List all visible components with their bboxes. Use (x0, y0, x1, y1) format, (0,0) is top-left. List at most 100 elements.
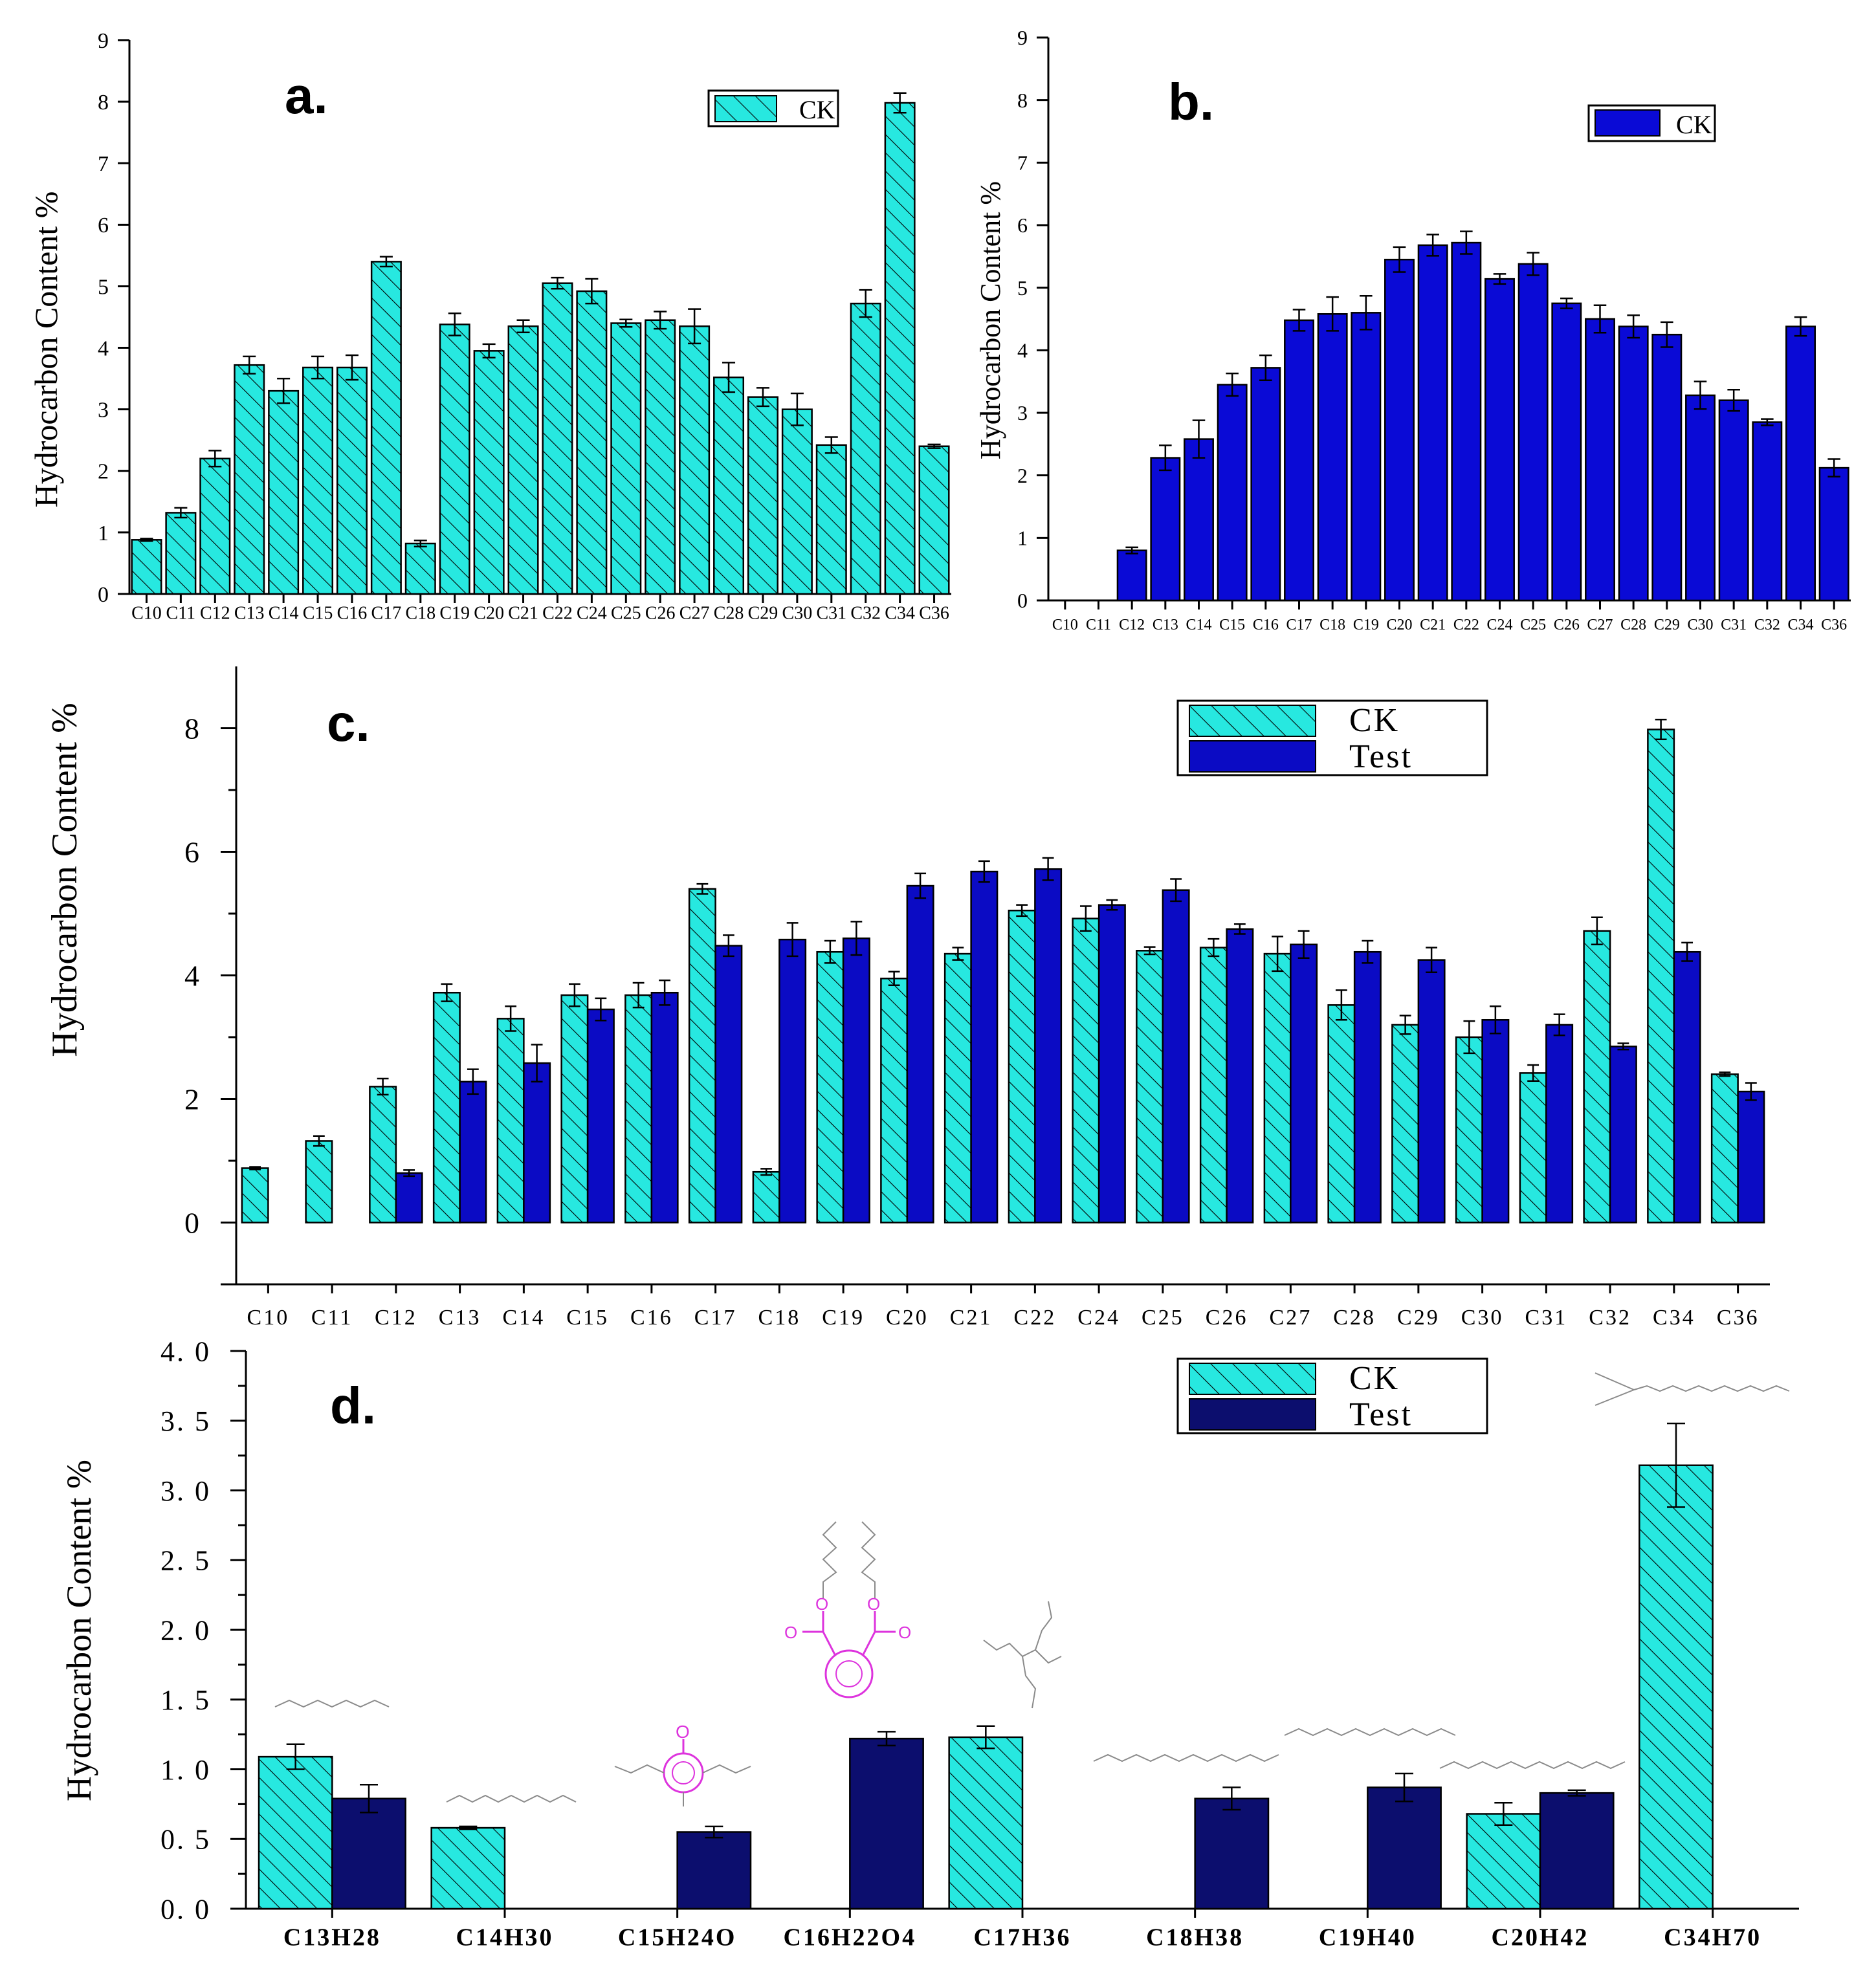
panel-a-x-tick-label: C25 (611, 603, 641, 623)
panel-a-bar-ck (268, 390, 300, 595)
panel-b-bar-ck (1517, 263, 1549, 602)
panel-a-x-tick-label: C11 (166, 603, 196, 623)
panel-c-y-tick-label: 4 (184, 960, 201, 993)
structure-c20h42 (1439, 1761, 1626, 1770)
panel-c-x-tick-label: C17 (694, 1306, 737, 1330)
panel-d-bar-ck (1466, 1813, 1541, 1910)
panel-b-x-tick-label: C15 (1219, 617, 1245, 633)
panel-a-bar-ck (473, 350, 505, 595)
panel-a-x-tick-label: C36 (919, 603, 949, 623)
panel-c-x-tick-label: C21 (950, 1306, 993, 1330)
panel-d-y-tick-label: 1. 0 (160, 1754, 211, 1786)
panel-c-bar-ck (432, 991, 461, 1224)
panel-b-bar-ck (1217, 384, 1248, 602)
panel-b-bar-ck (1451, 241, 1482, 602)
panel-a-y-tick-label: 1 (98, 521, 109, 545)
panel-c-legend-label-test: Test (1349, 738, 1413, 775)
panel-b-x-tick-label: C17 (1286, 617, 1312, 633)
structure-c15h24o (614, 1739, 751, 1806)
panel-b-x-tick-label: C12 (1119, 617, 1145, 633)
panel-c-bar-ck (1710, 1073, 1739, 1224)
panel-c-bar-test (459, 1081, 487, 1224)
panel-d-x-tick-label: C13H28 (283, 1924, 381, 1951)
panel-c-bar-test (778, 938, 807, 1224)
panel-c-x-tick-label: C32 (1589, 1306, 1631, 1330)
panel-b-bar-ck (1116, 549, 1147, 602)
panel-c-x-tick-label: C30 (1461, 1306, 1504, 1330)
panel-c-x-tick-label: C15 (566, 1306, 609, 1330)
panel-a-x-tick-label: C12 (200, 603, 230, 623)
panel-b-bar-ck (1484, 278, 1515, 602)
panel-c-bar-test (1481, 1019, 1510, 1224)
panel-c-x-tick-label: C36 (1717, 1306, 1760, 1330)
panel-c-bar-ck (816, 950, 844, 1224)
panel-a-y-tick-label: 6 (98, 214, 109, 237)
panel-c-bar-ck (496, 1018, 525, 1224)
panel-c-bar-ck (624, 994, 653, 1224)
panel-c-bar-ck (1519, 1072, 1547, 1224)
panel-b-x-tick-label: C24 (1486, 617, 1512, 633)
panel-c-bar-ck (1583, 930, 1611, 1224)
panel-c-bar-ck (880, 978, 909, 1224)
panel-d-bar-ck (430, 1827, 506, 1910)
panel-c-x-tick-label: C29 (1397, 1306, 1440, 1330)
panel-b-x-tick-label: C28 (1620, 617, 1646, 633)
panel-d-x-tick-label: C14H30 (456, 1924, 554, 1951)
panel-b-bar-ck (1417, 244, 1448, 602)
panel-b-bar-ck (1317, 313, 1348, 602)
panel-a-x-tick-label: C24 (577, 603, 607, 623)
panel-d-x-tick-label: C34H70 (1664, 1924, 1761, 1951)
panel-a-x-tick-label: C20 (474, 603, 504, 623)
panel-c-x-tick-label: C10 (247, 1306, 290, 1330)
panel-c-y-tick-label: 6 (184, 836, 201, 869)
panel-c-bar-test (970, 870, 999, 1224)
panel-a-bar-ck (884, 102, 916, 595)
panel-c-x-tick-label: C28 (1333, 1306, 1376, 1330)
panel-b-bar-ck (1585, 318, 1615, 602)
panel-b-bar-ck (1818, 467, 1849, 602)
panel-b-y-tick-label: 5 (1017, 276, 1028, 300)
panel-b-x-tick-label: C20 (1386, 617, 1412, 633)
panel-d-legend-label-ck: CK (1349, 1360, 1400, 1397)
panel-a-legend-label-ck: CK (799, 95, 835, 124)
panel-c-bar-ck (1136, 950, 1164, 1224)
panel-a-x-tick-label: C21 (508, 603, 538, 623)
panel-a-bar-ck (542, 282, 573, 595)
panel-a-x-tick-label: C19 (439, 603, 470, 623)
panel-c-bar-test (1034, 868, 1063, 1224)
panel-c-y-tick-label: 8 (184, 712, 201, 745)
panel-d-bar-test (676, 1831, 752, 1910)
structure-c16h22o4-oxygen-2: O (867, 1594, 880, 1614)
panel-d-y-axis-label: Hydrocarbon Content % (60, 1460, 98, 1801)
panel-a-y-tick-label: 3 (98, 399, 109, 423)
panel-c-bar-test (1609, 1046, 1637, 1224)
panel-c-bar-test (650, 991, 679, 1224)
panel-a-bar-ck (815, 444, 847, 595)
panel-c-bar-test (523, 1062, 551, 1224)
panel-b-y-tick-label: 0 (1017, 589, 1028, 612)
panel-c-bar-test (1417, 959, 1446, 1224)
panel-c-bar-ck (305, 1140, 333, 1224)
panel-d-x-tick-label: C19H40 (1319, 1924, 1417, 1951)
panel-a-bar-ck (781, 408, 813, 595)
structure-c14h30 (446, 1794, 577, 1803)
panel-c-bar-ck (1327, 1004, 1356, 1224)
panel-c-bar-test (1353, 950, 1382, 1224)
panel-c-x-tick-label: C18 (758, 1306, 801, 1330)
panel-d-bar-test (849, 1737, 924, 1910)
panel-b-x-tick-label: C21 (1420, 617, 1446, 633)
panel-d-y-tick-label: 3. 0 (160, 1475, 211, 1507)
panel-a-x-tick-label: C13 (234, 603, 265, 623)
panel-b-bar-ck (1618, 325, 1649, 602)
panel-b: 0 1 2 3 4 5 6 7 8 9 Hydrocarbon Content % C10 C11 C12… (975, 26, 1851, 633)
panel-b-x-tick-label: C32 (1754, 617, 1780, 633)
panel-a-y-tick-label: 0 (98, 583, 109, 607)
panel-c-x-tick-label: C34 (1653, 1306, 1695, 1330)
panel-d-bar-ck (948, 1736, 1024, 1910)
panel-b-x-tick-label: C27 (1587, 617, 1613, 633)
panel-c-x-tick-label: C14 (503, 1306, 546, 1330)
panel-b-bar-ck (1351, 312, 1382, 602)
panel-c-bar-ck (1263, 952, 1292, 1224)
panel-b-x-tick-label: C22 (1453, 617, 1479, 633)
panel-a-bar-ck (507, 325, 539, 595)
